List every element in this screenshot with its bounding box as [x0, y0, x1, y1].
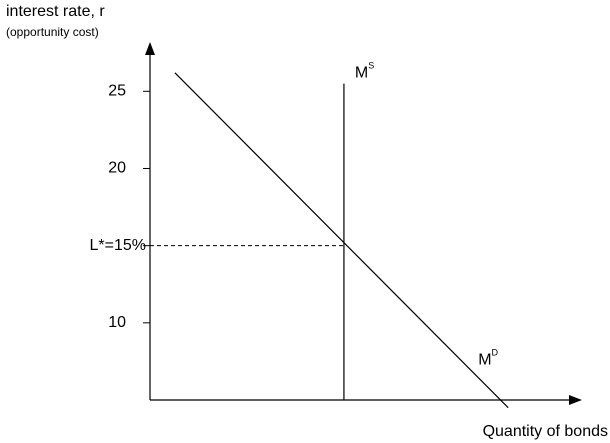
y-tick-label: L*=15% [90, 237, 147, 254]
y-axis-subtitle: (opportunity cost) [6, 25, 99, 39]
x-axis-arrow [569, 395, 582, 405]
curve-name: M [478, 352, 491, 369]
y-axis-arrow [145, 42, 155, 55]
x-axis-title: Quantity of bonds [483, 423, 608, 440]
curve-superscript: S [368, 61, 374, 71]
y-tick-label: 10 [108, 314, 126, 331]
curve-label: MD [478, 348, 498, 369]
y-axis-title: interest rate, r [6, 3, 105, 20]
curve-name: M [355, 65, 368, 82]
y-tick-label: 20 [108, 160, 126, 177]
curve-superscript: D [492, 348, 499, 358]
y-tick-label: 25 [108, 83, 126, 100]
curve-label: MS [355, 61, 374, 82]
curve [174, 72, 509, 409]
